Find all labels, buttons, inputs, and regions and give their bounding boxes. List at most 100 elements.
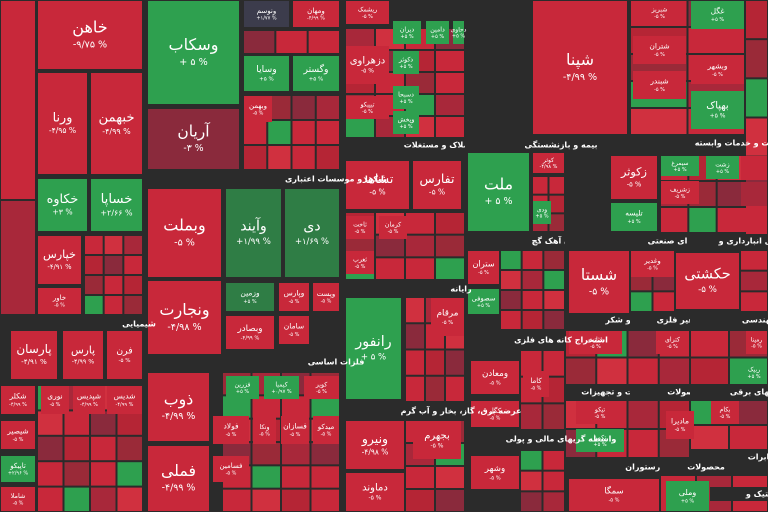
sector-label: عرضه برق، گاز، بخار و آب گرم [401,406,522,416]
tile [741,292,767,311]
tile-change: +۵ % [243,299,256,305]
tile-change: -۵ % [289,299,300,305]
tile-name: ربیک [748,367,760,374]
tile [91,487,116,511]
tile-change: +۵ % [236,389,249,395]
tile-name: ودی [537,206,547,213]
tile [522,291,543,309]
tile [689,208,716,232]
tile-name: غگل [711,7,725,16]
tile [268,146,291,169]
tile [691,91,744,129]
tile-name: ورنا [53,110,73,125]
tile [64,462,89,486]
tile-name: فرن [116,345,132,356]
tile [706,156,739,179]
tile-change: -۵ % [595,414,606,420]
tile-name: وپست [317,290,335,298]
tile [471,401,519,427]
tile-change: +۵ % [431,34,444,40]
tile [631,251,674,277]
tile-change: -۵ % [608,498,619,504]
tile-name: تیکو [594,407,606,414]
tile-name: ونکا [259,424,269,431]
sector-header [565,460,660,474]
sector-header [690,385,768,399]
tile-name: فملی [161,461,196,480]
tile [85,256,103,274]
tile-change: +۵ % [399,99,412,105]
tile-change: -۴/۹۹ % [241,335,260,341]
sector-header [690,313,768,327]
tile [117,487,142,511]
sector-label: فلزات اساسی [308,358,365,367]
tile [522,271,543,289]
tile-change: -۵ % [321,299,332,305]
tile-change: -۴/۹۹ % [102,127,131,136]
tile-name: قثابت [588,337,603,344]
tile-name: مادیرا [671,417,689,426]
tile [282,396,310,418]
tile [91,179,142,231]
tile [468,251,499,284]
tile-change: -۵ % [431,443,444,450]
tile [91,462,116,486]
tile-name: بجهرم [424,431,450,442]
tile [285,189,339,277]
tile [631,109,687,134]
tile-name: تشاهد [362,171,394,186]
tile-change: -۵ % [489,475,500,481]
tile [521,404,542,429]
tile [436,73,464,93]
sector-label: استخراج کانه های فلزی [514,336,608,345]
tile [544,291,564,309]
tile-name: کیمیا [275,382,287,389]
tile-change: -۵ % [259,431,270,437]
tile-change: +۵ % [399,64,412,70]
tile [569,331,622,354]
tile [501,291,521,309]
tile-name: شپنا [566,50,594,70]
tile [346,96,389,119]
tile [308,31,339,53]
tile [244,121,267,144]
tile [471,361,519,394]
sector-header [565,234,690,248]
tile [223,396,251,418]
tile [38,179,87,231]
tile-change: -۵ % [531,386,542,392]
tile-name: فسامین [220,462,243,470]
sector-header [630,385,690,399]
sector-label: لاستیک و [745,490,768,499]
tile [431,298,464,336]
tile [523,371,549,397]
tile [64,411,89,435]
tile-name: وسکاب [169,35,219,55]
tile-change: -۵ % [675,427,686,433]
tile-name: بکام [720,407,731,414]
tile-name: وگستر [302,63,328,75]
sector-label: محصولات [687,463,725,472]
tile-change: -۵ % [226,432,237,438]
tile [533,1,627,134]
tile [124,256,142,274]
sector-label: ی مهندسی [742,316,768,325]
tile-name: دی [303,219,320,235]
tile [406,324,424,349]
tile [85,276,103,294]
tile-name: میدکو [317,423,335,431]
tile [104,276,123,294]
tile-name: خپارس [43,248,76,262]
tile [223,489,251,511]
tile [379,216,407,239]
tile-name: ثاخت [353,222,367,229]
tile-change: + ۵ % [485,196,513,207]
tile-name: کرمان [385,222,401,229]
tile-name: وبشهر [707,62,728,71]
tile-change: -۴/۹۹ % [72,358,95,365]
tile [117,462,142,486]
tile-name: ومعادن [482,369,508,379]
tile-change: +۵ % [747,374,760,380]
tile-change: -۴/۹۱ % [47,263,72,271]
tile [436,213,464,234]
